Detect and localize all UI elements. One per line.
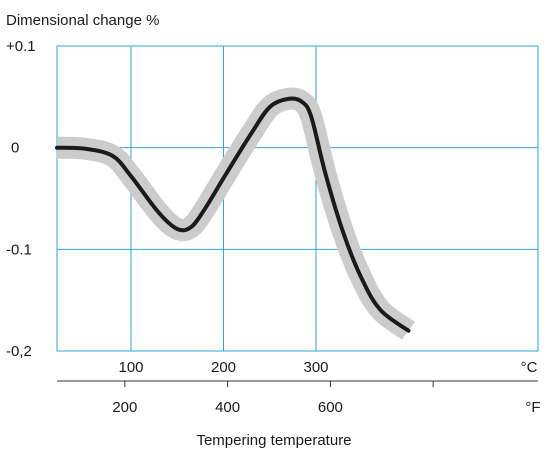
y-tick-labels: +0.1 0 -0.1 -0,2 [6,38,36,360]
grid [56,45,539,387]
x-tick-label-fahrenheit: 200 [112,399,137,416]
band-layer [56,87,416,340]
x-tick-labels: 100 200 300 200 400 600 [112,359,343,416]
x-tick-label-celsius: 300 [303,359,328,376]
y-tick-label: -0,2 [6,343,32,360]
x-unit-fahrenheit: °F [525,399,540,416]
y-tick-label: 0 [11,140,19,157]
x-tick-label-fahrenheit: 600 [318,399,343,416]
scatter-band [56,87,416,340]
x-tick-label-celsius: 100 [118,359,143,376]
x-axis-title: Tempering temperature [196,432,351,449]
series-line [55,96,411,333]
y-tick-label: +0.1 [6,38,36,55]
x-unit-celsius: °C [521,359,538,376]
x-tick-label-celsius: 200 [211,359,236,376]
y-tick-label: -0.1 [6,241,32,258]
y-axis-title: Dimensional change % [6,12,159,29]
x-tick-label-fahrenheit: 400 [215,399,240,416]
line-layer [55,96,411,333]
